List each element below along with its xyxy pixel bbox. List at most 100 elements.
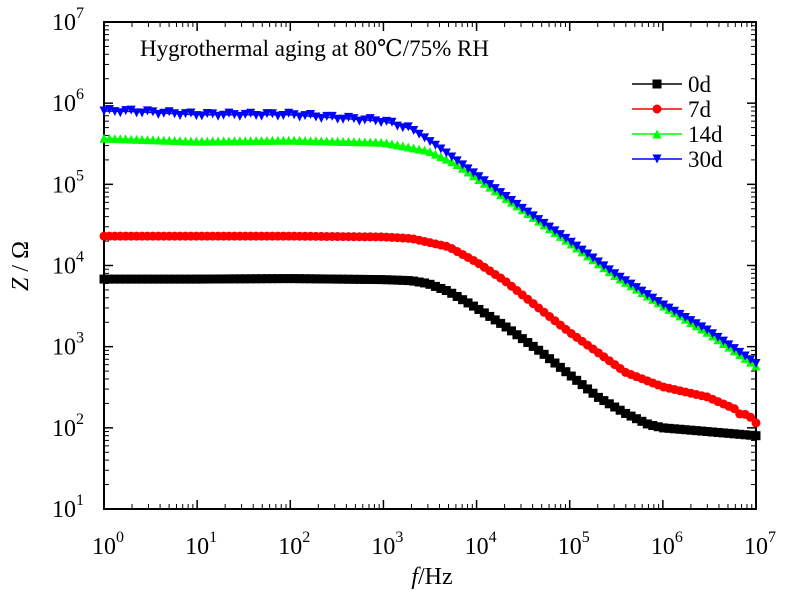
data-point	[680, 425, 690, 435]
data-point	[490, 315, 500, 325]
data-point	[523, 337, 533, 347]
data-point	[539, 218, 549, 228]
data-point	[436, 283, 446, 293]
data-point	[724, 340, 734, 350]
data-point	[436, 152, 446, 162]
plot-frame	[103, 21, 757, 510]
y-tick-label: 104	[52, 249, 84, 280]
data-point	[697, 322, 707, 332]
data-point	[191, 274, 201, 284]
data-point	[545, 222, 555, 232]
data-point	[115, 108, 125, 118]
data-point	[197, 274, 207, 284]
data-point	[300, 274, 310, 284]
data-point	[387, 275, 397, 285]
data-point	[751, 359, 761, 369]
data-point	[610, 269, 620, 279]
data-point	[181, 109, 190, 119]
data-point	[420, 133, 430, 143]
data-point	[121, 274, 131, 284]
data-point	[653, 422, 663, 432]
data-point	[159, 108, 169, 118]
data-point	[751, 418, 761, 428]
data-point	[718, 336, 728, 346]
data-point	[664, 303, 674, 313]
data-point	[691, 319, 701, 329]
data-point	[273, 274, 283, 284]
data-point	[164, 274, 174, 284]
data-point	[652, 129, 662, 139]
data-point	[610, 402, 620, 412]
data-point	[425, 279, 435, 289]
data-point	[648, 420, 658, 430]
data-point	[213, 274, 223, 284]
data-point	[664, 423, 674, 433]
data-point	[295, 274, 305, 284]
data-point	[224, 274, 234, 284]
data-point	[474, 304, 484, 314]
data-point	[577, 380, 587, 390]
data-point	[99, 106, 109, 116]
data-point	[485, 311, 495, 321]
data-point	[572, 375, 582, 385]
data-point	[104, 274, 114, 284]
data-point	[425, 137, 435, 147]
axis-ticks: 100 101 102 103 104 105 106 107 101 102 103 104 105 1…	[52, 5, 776, 560]
data-point	[148, 107, 158, 117]
data-point	[349, 114, 359, 124]
data-point	[208, 109, 218, 119]
data-point	[376, 118, 386, 128]
data-point	[458, 160, 468, 170]
data-point	[376, 275, 386, 285]
data-point	[229, 274, 239, 284]
data-point	[566, 237, 576, 247]
data-point	[599, 261, 609, 271]
legend-item: 7d	[632, 97, 712, 122]
data-point	[490, 184, 500, 194]
series-line	[104, 235, 757, 424]
data-point	[615, 405, 625, 415]
data-point	[392, 275, 402, 285]
data-point	[555, 230, 565, 240]
data-point	[642, 419, 652, 429]
data-point	[246, 274, 256, 284]
data-point	[354, 274, 364, 284]
data-point	[398, 141, 408, 151]
data-point	[686, 316, 696, 326]
data-point	[583, 249, 593, 259]
data-point	[235, 274, 245, 284]
data-point	[474, 172, 484, 182]
data-point	[186, 108, 196, 118]
data-point	[523, 207, 533, 217]
data-point	[501, 322, 511, 332]
data-point	[420, 278, 430, 288]
data-point	[186, 274, 196, 284]
data-point	[626, 411, 636, 421]
legend-label: 30d	[688, 147, 723, 172]
data-point	[675, 424, 685, 434]
data-point	[583, 384, 593, 394]
data-point	[652, 104, 662, 114]
data-point	[365, 114, 375, 124]
data-point	[414, 144, 424, 154]
data-point	[507, 195, 516, 205]
data-point	[729, 429, 739, 439]
data-point	[338, 114, 348, 124]
data-point	[545, 354, 555, 364]
legend-label: 7d	[688, 97, 712, 122]
data-point	[740, 351, 750, 361]
data-point	[652, 79, 662, 89]
data-point	[300, 111, 310, 121]
data-point	[257, 111, 267, 121]
x-axis-label: f/Hz	[411, 564, 452, 590]
data-point	[512, 330, 522, 340]
data-point	[110, 274, 120, 284]
data-point	[708, 427, 718, 437]
data-point	[240, 274, 250, 284]
data-point	[208, 274, 218, 284]
series-30d	[99, 105, 761, 369]
y-tick-label: 107	[52, 5, 84, 36]
data-point	[344, 274, 353, 284]
data-point	[577, 245, 587, 255]
y-tick-label: 102	[52, 411, 84, 442]
